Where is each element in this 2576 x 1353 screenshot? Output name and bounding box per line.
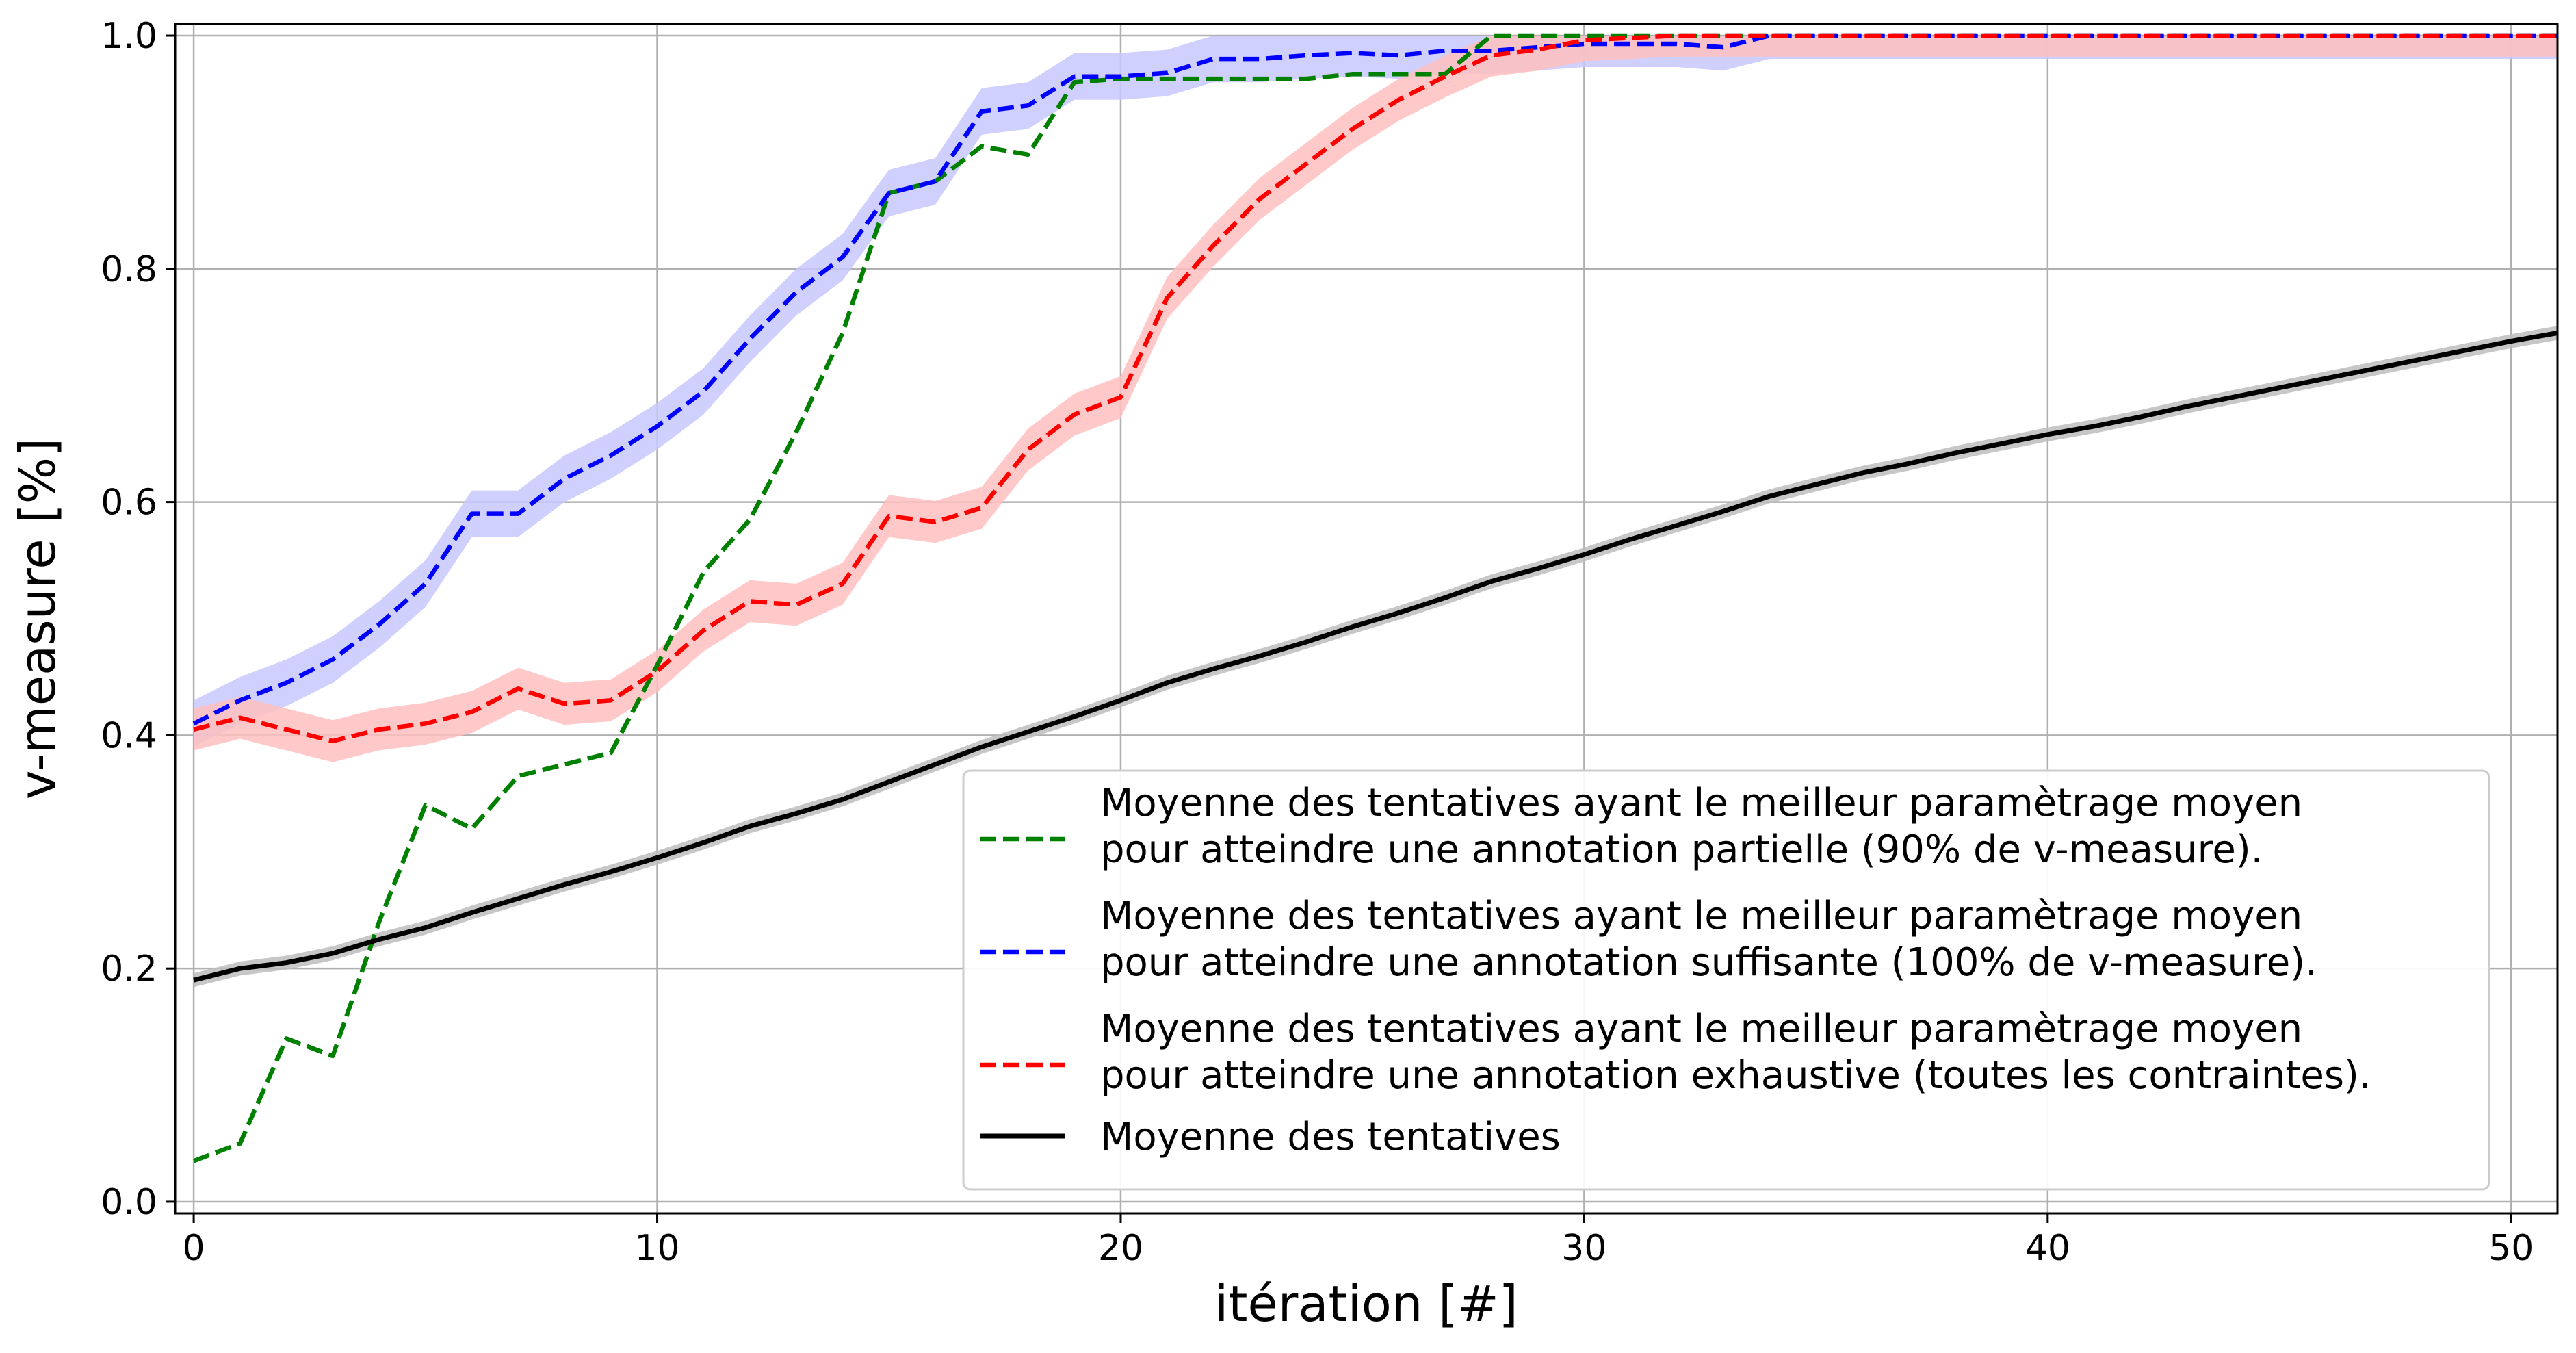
- legend-label-series-1: Moyenne des tentatives ayant le meilleur…: [1100, 894, 2302, 938]
- legend-label-series-2: pour atteindre une annotation exhaustive…: [1100, 1053, 2371, 1098]
- plot-frame: [174, 23, 2559, 1215]
- legend-label-series-0: pour atteindre une annotation partielle …: [1100, 827, 2263, 872]
- legend-label-series-2: Moyenne des tentatives ayant le meilleur…: [1100, 1007, 2302, 1051]
- series-line-2: [193, 33, 2558, 744]
- series-line-0: [192, 33, 2558, 1163]
- x-tick-label: 10: [634, 1228, 679, 1269]
- legend-box: [962, 769, 2490, 1191]
- legend: Moyenne des tentatives ayant le meilleur…: [962, 769, 2490, 1191]
- x-axis-ticks: 0 10 20 30 40 50: [183, 1213, 2534, 1269]
- y-tick-label: 0.2: [101, 949, 157, 990]
- series-line-1: [192, 33, 2558, 726]
- grid-lines: [175, 24, 2558, 1213]
- y-tick-label: 0.4: [101, 715, 157, 756]
- series-line-3: [193, 331, 2558, 983]
- confidence-bands: [194, 36, 2558, 988]
- legend-label-series-0: Moyenne des tentatives ayant le meilleur…: [1100, 781, 2302, 825]
- y-tick-label: 0.6: [101, 482, 157, 524]
- y-tick-label: 0.8: [101, 249, 157, 290]
- x-tick-label: 50: [2488, 1228, 2534, 1269]
- series-lines: [192, 33, 2558, 1163]
- y-tick-label: 0.0: [101, 1182, 157, 1223]
- y-axis-ticks: 0.0 0.2 0.4 0.6 0.8 1.0: [101, 16, 175, 1223]
- y-axis-label: v-measure [%]: [9, 438, 66, 799]
- legend-label-series-3: Moyenne des tentatives: [1100, 1115, 1561, 1159]
- legend-label-series-1: pour atteindre une annotation suffisante…: [1100, 940, 2317, 985]
- y-tick-label: 1.0: [101, 16, 157, 57]
- confidence-band-series-3: [194, 326, 2558, 988]
- x-tick-label: 0: [183, 1228, 205, 1269]
- x-axis-label: itération [#]: [1214, 1275, 1518, 1332]
- x-tick-label: 30: [1561, 1228, 1606, 1269]
- x-tick-label: 20: [1098, 1228, 1143, 1269]
- x-tick-label: 40: [2025, 1228, 2070, 1269]
